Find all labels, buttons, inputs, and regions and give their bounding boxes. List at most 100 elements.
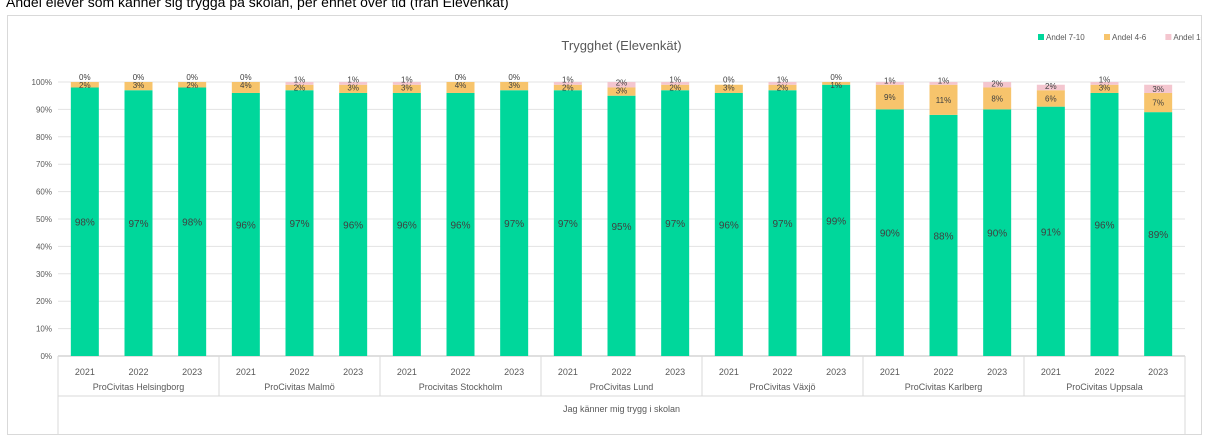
bar-segment-1 [822, 84, 851, 357]
y-tick-label: 20% [36, 297, 52, 306]
bar-segment-3 [1036, 84, 1065, 91]
bar-segment-3 [661, 82, 690, 85]
school-label: ProCivitas Karlberg [905, 382, 983, 392]
data-label-1: 99% [826, 216, 846, 227]
data-label-2: 6% [1045, 94, 1057, 103]
data-label-2: 2% [79, 81, 91, 90]
data-label-2: 2% [294, 84, 306, 93]
legend-swatch-3 [1165, 34, 1172, 40]
legend-swatch-1 [1038, 34, 1044, 40]
y-tick-label: 30% [36, 270, 52, 279]
bar-segment-2 [929, 84, 958, 115]
bar-segment-1 [339, 92, 368, 357]
legend-label-2: Andel 4-6 [1112, 33, 1147, 42]
bar-segment-1 [768, 90, 797, 356]
data-label-3: 1% [294, 76, 306, 85]
data-label-2: 9% [884, 93, 896, 102]
bar-segment-1 [1144, 112, 1173, 356]
bar-segment-2 [392, 84, 421, 93]
bar-segment-2 [661, 84, 690, 91]
data-label-3: 3% [1152, 85, 1164, 94]
data-label-1: 90% [880, 229, 900, 240]
data-label-3: 1% [562, 76, 574, 85]
data-label-1: 97% [128, 219, 148, 230]
year-tick-label: 2021 [75, 367, 95, 377]
bar-segment-1 [178, 87, 207, 356]
school-label: ProCivitas Växjö [749, 382, 815, 392]
page-heading: Andel elever som känner sig trygga på sk… [6, 0, 509, 10]
year-tick-label: 2021 [880, 367, 900, 377]
school-label: Procivitas Stockholm [419, 382, 503, 392]
data-label-3: 0% [508, 73, 520, 82]
data-label-1: 96% [236, 220, 256, 231]
bar-segment-3 [285, 82, 314, 85]
bar-segment-2 [822, 82, 851, 85]
year-tick-label: 2021 [1041, 367, 1061, 377]
data-label-1: 88% [933, 231, 953, 242]
data-label-1: 97% [289, 219, 309, 230]
bar-segment-1 [875, 109, 904, 357]
bar-segment-3 [1090, 82, 1119, 85]
bar-segment-1 [661, 90, 690, 356]
data-label-3: 1% [777, 76, 789, 85]
year-tick-label: 2023 [343, 367, 363, 377]
data-label-3: 1% [884, 77, 896, 86]
y-tick-label: 50% [36, 215, 52, 224]
bar-segment-2 [875, 84, 904, 110]
legend-swatch-2 [1104, 34, 1110, 40]
bar-segment-1 [607, 95, 636, 356]
year-tick-label: 2022 [128, 367, 148, 377]
bar-segment-2 [983, 87, 1012, 110]
bar-segment-1 [446, 92, 475, 357]
data-label-2: 3% [401, 84, 413, 93]
year-tick-label: 2022 [933, 367, 953, 377]
year-tick-label: 2021 [397, 367, 417, 377]
data-label-2: 3% [616, 86, 628, 95]
data-label-3: 0% [133, 73, 145, 82]
y-tick-label: 100% [32, 78, 52, 87]
data-label-3: 0% [186, 73, 198, 82]
data-label-1: 96% [450, 220, 470, 231]
data-label-3: 1% [669, 76, 681, 85]
bar-segment-2 [446, 82, 475, 93]
school-label: ProCivitas Uppsala [1066, 382, 1143, 392]
data-label-3: 1% [938, 77, 950, 86]
data-label-1: 96% [397, 220, 417, 231]
y-tick-label: 90% [36, 105, 52, 114]
bar-segment-2 [1036, 90, 1065, 107]
data-label-2: 3% [1099, 84, 1111, 93]
data-label-3: 2% [616, 78, 628, 87]
group-label: Jag känner mig trygg i skolan [563, 404, 680, 414]
bar-segment-1 [70, 87, 99, 356]
stacked-bar-chart: Trygghet (Elevenkät) Andel 7-10 Andel 4-6 A… [32, 33, 1201, 434]
y-tick-label: 60% [36, 188, 52, 197]
data-label-2: 2% [777, 84, 789, 93]
data-label-2: 1% [830, 81, 842, 90]
bar-segment-2 [553, 84, 582, 91]
bar-segment-3 [983, 82, 1012, 88]
data-label-1: 91% [1041, 227, 1061, 238]
bar-segment-1 [392, 92, 421, 357]
y-tick-label: 40% [36, 242, 52, 251]
data-label-1: 96% [1094, 220, 1114, 231]
y-tick-label: 70% [36, 160, 52, 169]
data-label-1: 96% [719, 220, 739, 231]
bar-segment-2 [1090, 84, 1119, 93]
data-label-2: 2% [669, 84, 681, 93]
y-tick-label: 80% [36, 133, 52, 142]
bar-segment-2 [768, 84, 797, 91]
bar-segment-3 [392, 82, 421, 85]
chart-frame: Trygghet (Elevenkät) Andel 7-10 Andel 4-6 A… [7, 15, 1202, 435]
year-tick-label: 2023 [665, 367, 685, 377]
year-tick-label: 2021 [719, 367, 739, 377]
bar-segment-2 [500, 82, 529, 91]
data-label-3: 0% [723, 76, 735, 85]
year-tick-label: 2021 [236, 367, 256, 377]
data-label-2: 11% [936, 96, 951, 105]
bar-segment-1 [714, 92, 743, 357]
data-label-1: 97% [558, 219, 578, 230]
data-label-3: 1% [1099, 76, 1111, 85]
year-tick-label: 2022 [772, 367, 792, 377]
legend-label-3: Andel 1-3 [1173, 33, 1201, 42]
bar-segment-1 [929, 114, 958, 356]
